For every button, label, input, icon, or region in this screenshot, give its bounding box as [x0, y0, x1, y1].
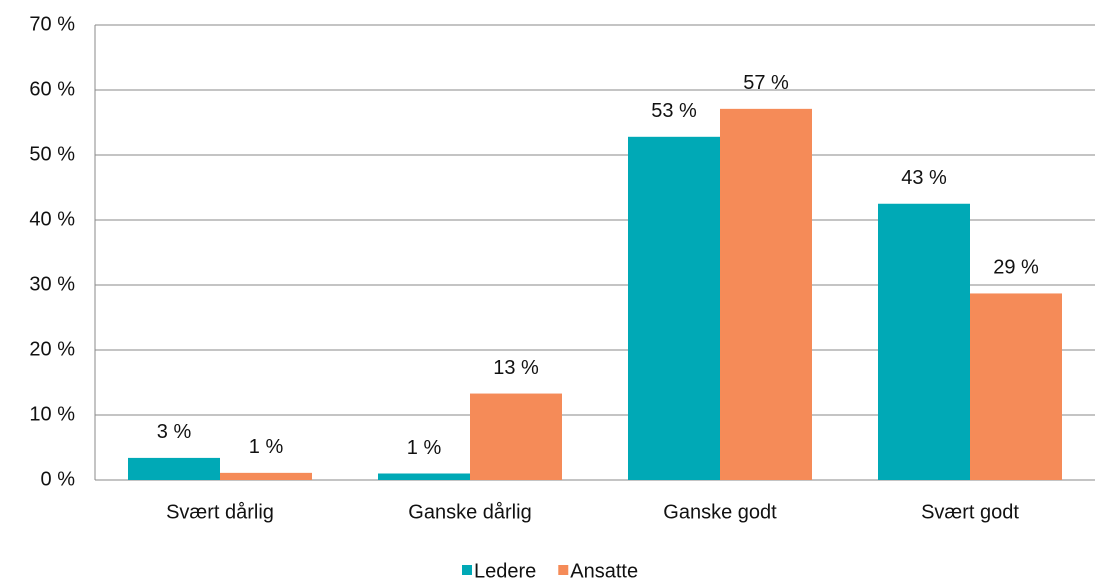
y-tick-label: 0 % — [41, 468, 76, 490]
value-label: 13 % — [493, 357, 539, 379]
bar — [220, 472, 312, 480]
y-tick-label: 10 % — [29, 403, 75, 425]
x-tick-label: Ganske dårlig — [408, 501, 531, 523]
bar — [378, 473, 470, 480]
y-tick-label: 50 % — [29, 143, 75, 165]
value-label: 43 % — [901, 167, 947, 189]
y-tick-label: 70 % — [29, 13, 75, 35]
x-tick-label: Svært godt — [921, 501, 1019, 523]
bar — [720, 108, 812, 480]
x-tick-label: Svært dårlig — [166, 501, 274, 523]
x-tick-label: Ganske godt — [663, 501, 777, 523]
value-label: 1 % — [249, 436, 284, 458]
legend-label: Ansatte — [570, 560, 638, 582]
bar — [628, 136, 720, 481]
bar — [970, 293, 1062, 480]
legend-label: Ledere — [474, 560, 536, 582]
bar — [878, 203, 970, 480]
value-label: 53 % — [651, 100, 697, 122]
legend-swatch — [558, 565, 569, 575]
value-label: 1 % — [407, 437, 442, 459]
legend-swatch — [462, 565, 472, 575]
bar — [128, 457, 220, 480]
y-tick-label: 40 % — [29, 208, 75, 230]
bar — [470, 393, 562, 480]
y-tick-label: 60 % — [29, 78, 75, 100]
value-label: 57 % — [743, 72, 789, 94]
y-tick-label: 20 % — [29, 338, 75, 360]
value-label: 3 % — [157, 421, 192, 443]
y-tick-label: 30 % — [29, 273, 75, 295]
value-label: 29 % — [993, 257, 1039, 279]
